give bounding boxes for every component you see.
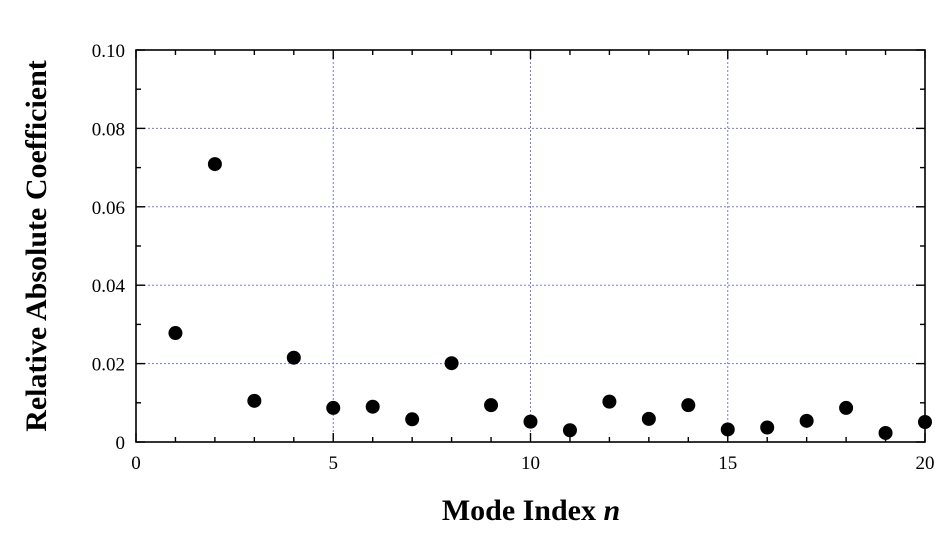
x-tick-labels: 0 5 10 15 20 <box>131 453 934 474</box>
y-tick-labels: 0 0.02 0.04 0.06 0.08 0.10 <box>92 41 126 454</box>
data-point <box>207 157 222 172</box>
data-point <box>365 399 380 414</box>
y-tick-label: 0.04 <box>92 276 126 297</box>
y-tick-label: 0.06 <box>92 198 125 219</box>
data-point <box>562 423 577 438</box>
data-point <box>641 411 656 426</box>
x-tick-label: 20 <box>916 453 935 474</box>
data-point <box>286 350 301 365</box>
data-point <box>405 412 420 427</box>
y-tick-label: 0.08 <box>92 119 125 140</box>
y-tick-label: 0.10 <box>92 41 125 62</box>
data-point <box>602 394 617 409</box>
x-tick-label: 5 <box>329 453 339 474</box>
y-tick-label: 0 <box>116 433 126 454</box>
plot-frame <box>135 49 926 443</box>
data-points <box>168 157 932 440</box>
y-axis-title: Relative Absolute Coefficient <box>20 60 53 432</box>
data-point <box>760 420 775 435</box>
data-point <box>918 415 932 430</box>
x-axis-title: Mode Index n <box>442 494 620 527</box>
data-point <box>168 326 183 341</box>
x-axis-label: Mode Index <box>442 494 596 527</box>
data-point <box>247 393 262 408</box>
data-point <box>326 400 341 415</box>
data-point <box>878 425 893 440</box>
x-axis-variable: n <box>604 494 621 527</box>
grid-lines <box>136 50 925 442</box>
data-point <box>523 414 538 429</box>
x-tick-label: 0 <box>131 453 141 474</box>
data-point <box>720 422 735 437</box>
data-point <box>681 398 696 413</box>
data-point <box>444 356 459 371</box>
data-point <box>484 398 499 413</box>
y-tick-label: 0.02 <box>92 355 125 376</box>
x-tick-label: 15 <box>718 453 737 474</box>
x-tick-label: 10 <box>521 453 540 474</box>
data-point <box>799 413 814 428</box>
data-point <box>839 400 854 415</box>
